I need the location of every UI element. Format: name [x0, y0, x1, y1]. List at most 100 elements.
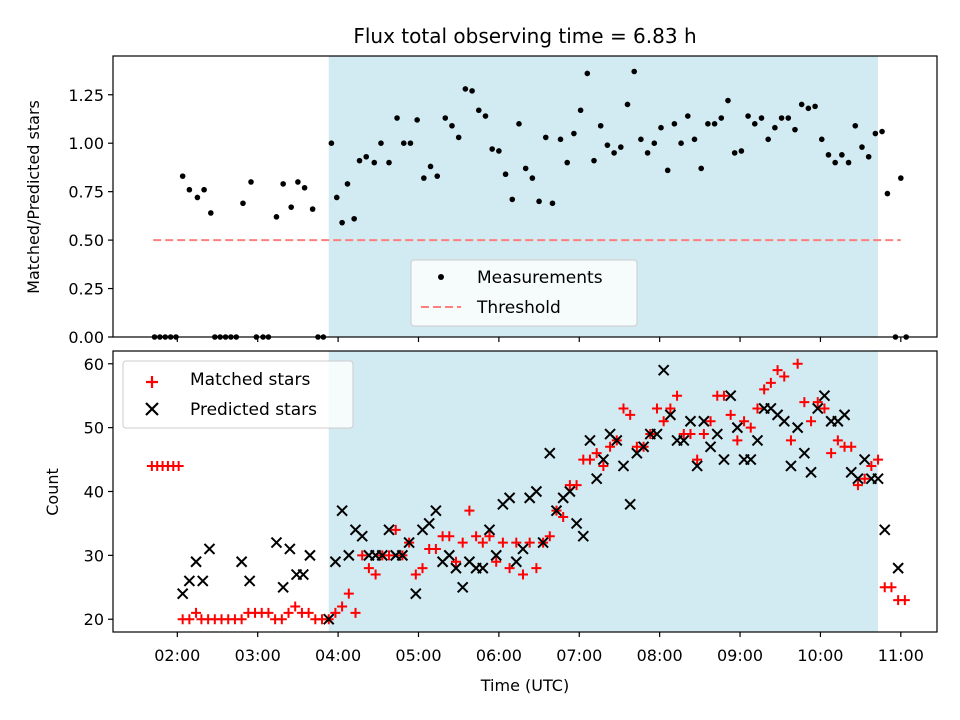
matched-star-point [658, 416, 669, 427]
predicted-star-point [517, 543, 529, 555]
matched-star-point [410, 569, 421, 580]
matched-star-point [457, 537, 468, 548]
measurement-point [765, 136, 771, 143]
matched-star-point [745, 422, 756, 433]
measurement-point [363, 153, 370, 160]
matched-star-point [477, 537, 488, 548]
measurement-point [832, 159, 838, 166]
matched-star-point [531, 563, 542, 574]
matched-star-point [236, 614, 247, 625]
measurement-point [884, 190, 891, 197]
measurement-point [772, 124, 778, 131]
chart-title: Flux total observing time = 6.83 h [353, 24, 696, 48]
top-y-axis-label: Matched/Predicted stars [24, 100, 43, 294]
matched-star-point [191, 607, 202, 618]
predicted-star-point [203, 543, 216, 555]
measurement-point [414, 117, 420, 123]
measurement-point [678, 140, 684, 147]
top-legend: Measurements Threshold [410, 259, 638, 327]
predicted-star-point [731, 421, 744, 434]
matched-star-point [544, 531, 555, 542]
top-y-tick-label: 0.25 [68, 280, 104, 299]
predicted-star-point [577, 530, 589, 542]
measurement-point [434, 173, 441, 179]
matched-star-point [511, 537, 522, 548]
predicted-star-point [858, 453, 871, 466]
legend-measurements-label: Measurements [477, 268, 603, 288]
measurement-point [785, 115, 792, 121]
matched-star-point [759, 384, 770, 395]
matched-star-point [363, 563, 374, 574]
top-y-tick-label: 0.50 [68, 231, 104, 250]
measurement-point [812, 103, 818, 110]
predicted-star-point [724, 389, 737, 402]
bottom-y-tick-label: 50 [84, 419, 104, 438]
predicted-star-point [343, 549, 355, 562]
measurement-point [711, 121, 718, 127]
predicted-star-point [590, 473, 603, 485]
matched-star-point [350, 607, 361, 618]
matched-star-point [799, 397, 810, 408]
predicted-star-point [678, 434, 690, 447]
matched-star-point [772, 365, 783, 376]
predicted-star-point [235, 556, 248, 568]
measurement-point [617, 144, 624, 150]
predicted-star-point [383, 524, 395, 536]
measurement-point [798, 101, 805, 108]
measurement-point [328, 140, 335, 147]
measurement-point [455, 134, 462, 141]
matched-star-point [430, 543, 441, 554]
legend-measurements-marker [438, 274, 444, 280]
bottom-y-tick-label: 40 [84, 483, 104, 502]
measurement-point [564, 159, 571, 166]
matched-star-point [852, 480, 863, 491]
matched-star-point [303, 607, 314, 618]
matched-star-point [752, 403, 763, 414]
predicted-star-point [872, 473, 884, 485]
measurement-point [718, 115, 725, 121]
measurement-point [427, 163, 434, 170]
top-panel: 0.00 0.25 0.50 0.75 1.00 1.25 Matched/Predict… [24, 55, 938, 347]
predicted-star-point [530, 485, 543, 498]
legend-predicted-label: Predicted stars [190, 400, 317, 420]
matched-star-point [591, 448, 602, 459]
predicted-star-point [570, 517, 583, 530]
predicted-star-point [423, 517, 435, 530]
measurement-point [522, 165, 529, 172]
matched-star-point [571, 480, 582, 491]
bottom-y-axis-label: Count [43, 468, 62, 516]
predicted-star-point [624, 498, 636, 510]
measurement-point [240, 200, 246, 207]
measurement-point [489, 146, 495, 152]
measurement-point [577, 107, 584, 114]
matched-star-point [464, 505, 475, 516]
measurement-point [818, 136, 825, 143]
measurement-point [194, 194, 201, 201]
measurement-point [664, 167, 671, 174]
x-tick-label: 03:00 [235, 646, 281, 665]
predicted-star-point [637, 441, 650, 453]
matched-star-point [484, 531, 495, 542]
predicted-star-point [376, 549, 389, 562]
matched-star-point [859, 473, 870, 484]
bottom-legend: Matched stars Predicted stars [122, 360, 354, 429]
matched-star-point [330, 607, 341, 618]
bottom-panel: 20 30 40 50 60 02:00 03:00 04:00 05:00 06:00 07:00… [43, 350, 938, 695]
x-tick-label: 04:00 [315, 646, 361, 665]
predicted-star-point [818, 389, 831, 402]
measurement-point [825, 152, 832, 158]
predicted-star-point [243, 575, 256, 587]
top-y-tick-label: 0.00 [68, 328, 104, 347]
predicted-star-point [503, 492, 516, 504]
measurement-point [516, 121, 522, 127]
matched-star-point [605, 441, 616, 452]
predicted-star-point [805, 466, 817, 479]
predicted-star-point [490, 549, 502, 562]
measurement-point [758, 115, 765, 121]
bottom-y-tick-label: 60 [84, 355, 104, 374]
predicted-star-point [284, 543, 296, 555]
predicted-star-point [477, 562, 489, 574]
measurement-point [557, 136, 564, 143]
matched-star-point [846, 441, 857, 452]
x-tick-label: 11:00 [878, 646, 924, 665]
